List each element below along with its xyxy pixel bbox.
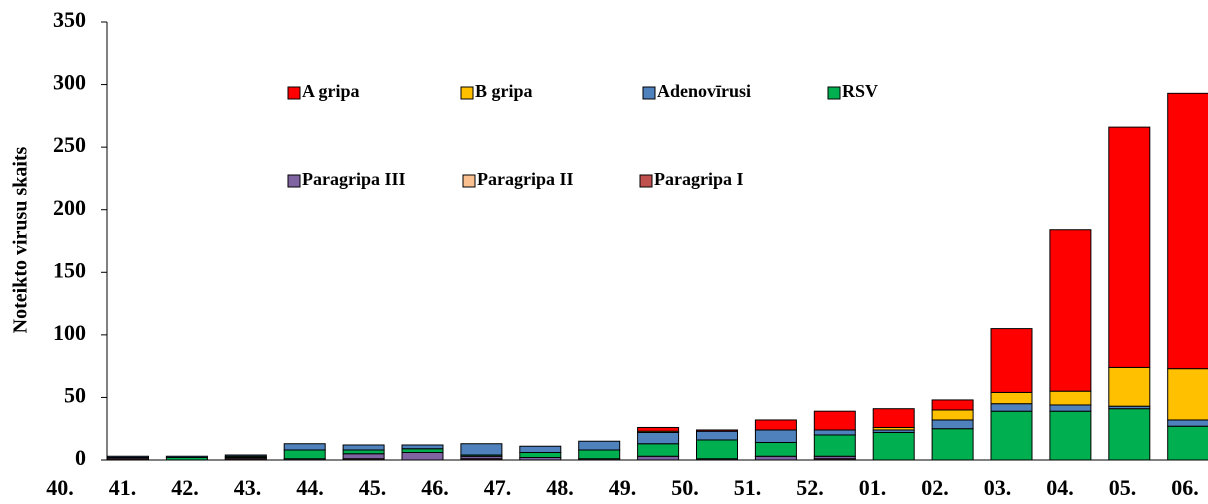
bar-segment	[1049, 410, 1092, 461]
bar-segment	[637, 431, 680, 445]
legend-label: Adenovīrusi	[657, 81, 751, 101]
legend-swatch	[639, 174, 653, 188]
y-tick-label: 350	[53, 7, 86, 32]
x-tick-label: 48.	[546, 475, 574, 500]
x-tick-label: 46.	[421, 475, 449, 500]
bar-segment	[519, 451, 562, 458]
bar-segment	[872, 431, 915, 461]
legend-label: B gripa	[475, 81, 533, 101]
bar-segment	[1167, 425, 1208, 461]
bar-segment	[519, 445, 562, 453]
bar-segment	[813, 434, 856, 457]
legend-swatch	[642, 86, 656, 100]
bar-segment	[401, 448, 444, 453]
bar-segment	[1167, 92, 1208, 370]
bar-segment	[107, 455, 149, 458]
bar-segment	[696, 430, 738, 441]
x-tick-label: 03.	[984, 475, 1012, 500]
y-axis-label: Noteikto virusu skaits	[10, 146, 32, 333]
legend-swatch	[827, 86, 841, 100]
x-tick-label: 02.	[921, 475, 949, 500]
bar-segment	[165, 455, 208, 458]
bar-segment	[754, 429, 797, 443]
x-tick-label: 05.	[1109, 475, 1137, 500]
bar-segment	[931, 419, 974, 430]
legend-swatch	[287, 86, 301, 100]
x-tick-label: 01.	[859, 475, 887, 500]
bar-segment	[637, 455, 680, 461]
bar-segment	[342, 444, 385, 451]
y-tick-label: 0	[75, 445, 86, 470]
bar-segment	[696, 439, 738, 460]
x-tick-label: 43.	[234, 475, 262, 500]
bar-segment	[1108, 126, 1151, 368]
bar-segment	[990, 391, 1033, 405]
x-tick-label: 49.	[609, 475, 637, 500]
legend-label: A gripa	[302, 81, 360, 101]
bar-segment	[754, 441, 797, 457]
y-tick-label: 300	[53, 70, 86, 95]
bar-segment	[1108, 366, 1151, 407]
bar-segment	[872, 408, 915, 428]
legend-swatch	[462, 174, 476, 188]
x-tick-label: 50.	[671, 475, 699, 500]
bar-segment	[931, 409, 974, 421]
bar-segment	[283, 443, 326, 451]
y-tick-label: 100	[53, 320, 86, 345]
bar-segment	[931, 428, 974, 461]
x-tick-label: 52.	[796, 475, 824, 500]
bar-segment	[813, 429, 856, 436]
bar-segment	[578, 449, 621, 460]
bar-segment	[342, 453, 385, 460]
legend-swatch	[287, 174, 301, 188]
bar-segment	[578, 440, 621, 451]
legend-label: Paragripa II	[477, 169, 574, 189]
bar-segment	[460, 443, 503, 456]
bar-segment	[1167, 368, 1208, 421]
y-tick-label: 150	[53, 257, 86, 282]
bar-segment	[1049, 404, 1092, 412]
bar-segment	[696, 429, 738, 432]
bar-segment	[342, 449, 385, 455]
x-tick-label: 44.	[296, 475, 324, 500]
bar-segment	[1049, 229, 1092, 392]
x-tick-label: 40.	[46, 475, 74, 500]
x-tick-label: 42.	[171, 475, 199, 500]
x-tick-label: 41.	[109, 475, 137, 500]
x-tick-label: 06.	[1171, 475, 1199, 500]
y-tick-label: 200	[53, 195, 86, 220]
bar-segment	[224, 454, 267, 457]
bar-segment	[1049, 390, 1092, 406]
bar-segment	[1108, 408, 1151, 461]
legend-label: Paragripa III	[302, 169, 406, 189]
x-tick-label: 04.	[1046, 475, 1074, 500]
bar-segment	[990, 328, 1033, 393]
legend-label: Paragripa I	[654, 169, 744, 189]
bar-segment	[754, 419, 797, 431]
x-tick-label: 45.	[359, 475, 387, 500]
bar-segment	[283, 449, 326, 460]
bar-segment	[931, 399, 974, 411]
bar-segment	[990, 403, 1033, 412]
legend-label: RSV	[842, 81, 878, 101]
bar-segment	[637, 426, 680, 432]
x-tick-label: 47.	[484, 475, 512, 500]
bar-segment	[990, 410, 1033, 461]
y-tick-label: 250	[53, 132, 86, 157]
bar-segment	[637, 443, 680, 457]
bar-segment	[1167, 419, 1208, 427]
bar-segment	[401, 451, 444, 461]
bar-segment	[813, 410, 856, 431]
x-tick-label: 51.	[734, 475, 762, 500]
bar-segment	[401, 444, 444, 450]
legend-swatch	[460, 86, 474, 100]
bar-segment	[754, 455, 797, 461]
y-tick-label: 50	[64, 382, 86, 407]
